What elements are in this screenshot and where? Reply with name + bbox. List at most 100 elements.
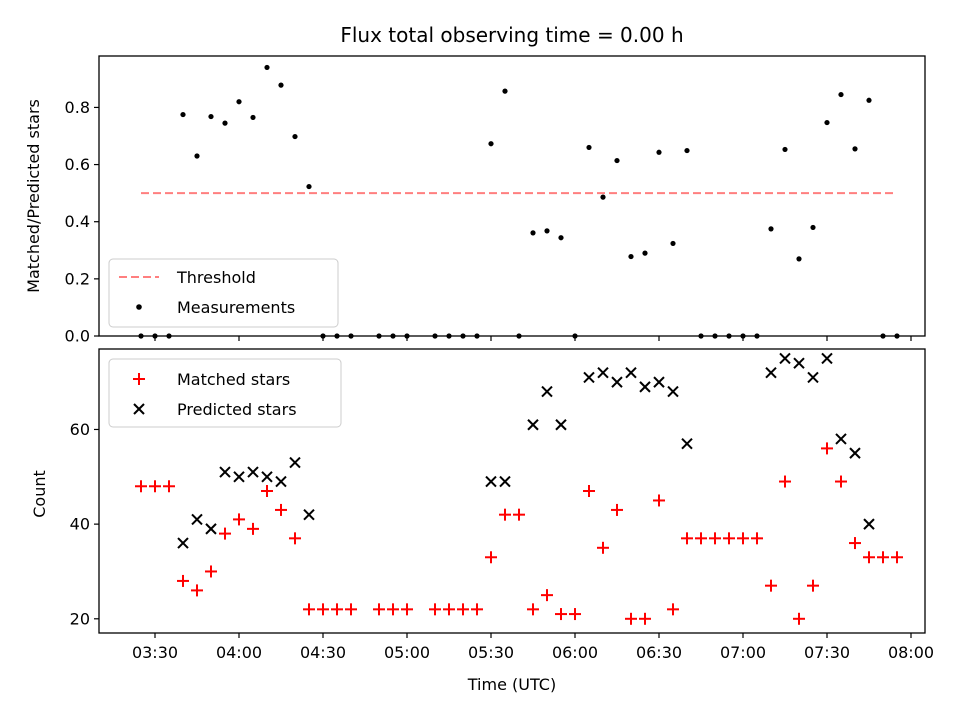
- matched-star-point: [247, 522, 259, 535]
- count-x-tick-label: 07:00: [720, 643, 766, 662]
- predicted-star-point: [779, 352, 791, 365]
- count-y-tick-label: 20: [70, 609, 90, 628]
- matched-star-point: [569, 608, 581, 621]
- count-legend-box: [108, 358, 342, 428]
- measurement-point: [558, 235, 564, 241]
- predicted-star-point: [639, 381, 651, 393]
- matched-star-point: [793, 612, 805, 625]
- measurement-point: [530, 230, 536, 236]
- matched-star-point: [331, 603, 343, 616]
- ratio-legend-box: [108, 258, 339, 328]
- predicted-star-point: [177, 537, 189, 549]
- matched-star-point: [527, 603, 539, 616]
- predicted-star-point: [233, 471, 245, 483]
- measurement-point: [852, 146, 858, 152]
- count-y-tick-label: 40: [70, 515, 90, 534]
- matched-star-point: [457, 603, 469, 616]
- ratio-y-tick-label: 0.4: [65, 212, 90, 231]
- count-y-axis-label: Count: [30, 470, 49, 518]
- measurement-point: [628, 253, 634, 260]
- predicted-legend-swatch: [133, 403, 145, 415]
- predicted-star-point: [527, 419, 539, 431]
- matched-star-point: [401, 603, 413, 616]
- ratio-y-tick-label: 0.8: [65, 98, 90, 117]
- predicted-star-point: [583, 371, 595, 384]
- measurement-point: [180, 111, 186, 118]
- matched-star-point: [163, 480, 175, 493]
- matched-star-point: [877, 551, 889, 564]
- matched-star-point: [751, 532, 763, 545]
- measurement-points: [138, 64, 900, 339]
- matched-star-point: [149, 480, 161, 493]
- measurement-point: [208, 113, 214, 120]
- predicted-star-point: [611, 376, 623, 388]
- predicted-legend-label: Predicted stars: [177, 400, 297, 419]
- matched-star-point: [779, 475, 791, 488]
- matched-star-point: [303, 603, 315, 616]
- predicted-star-point: [835, 433, 847, 445]
- measurement-point: [684, 147, 690, 154]
- ratio-y-tick-label: 0.2: [65, 269, 90, 288]
- matched-star-point: [667, 603, 679, 616]
- measurement-point: [194, 153, 200, 159]
- matched-star-point: [443, 603, 455, 616]
- count-x-tick-label: 07:30: [804, 643, 850, 662]
- matched-star-point: [289, 532, 301, 545]
- predicted-star-point: [247, 466, 259, 478]
- predicted-star-point: [499, 475, 511, 488]
- matched-star-point: [205, 565, 217, 578]
- predicted-star-point: [667, 385, 679, 398]
- measurement-point: [600, 194, 606, 200]
- matched-star-point: [191, 584, 203, 597]
- measurement-point: [236, 99, 242, 105]
- measurement-point: [838, 91, 844, 98]
- predicted-star-point: [275, 475, 287, 488]
- matched-star-point: [373, 603, 385, 616]
- measurement-point: [810, 224, 816, 231]
- measurements-legend-label: Measurements: [177, 298, 295, 317]
- matched-star-point: [821, 442, 833, 455]
- count-legend: Matched stars Predicted stars: [108, 358, 342, 428]
- measurement-point: [782, 146, 788, 153]
- matched-star-point: [429, 603, 441, 616]
- ratio-y-axis-label: Matched/Predicted stars: [24, 99, 43, 293]
- matched-legend-swatch: [133, 373, 145, 385]
- measurement-point: [264, 64, 270, 71]
- count-x-tick-label: 08:00: [888, 643, 934, 662]
- count-panel: 20 40 60 03:30 04:00 04:30 05:00 05:30 06:00 06:…: [30, 348, 934, 694]
- matched-star-point: [541, 589, 553, 602]
- chart-title: Flux total observing time = 0.00 h: [340, 23, 683, 47]
- matched-star-point: [835, 475, 847, 488]
- count-y-axis-ticks: 20 40 60: [70, 420, 99, 628]
- count-x-axis-ticks: 03:30 04:00 04:30 05:00 05:30 06:00 06:30 07:00…: [132, 633, 934, 662]
- predicted-star-point: [793, 357, 805, 369]
- predicted-star-point: [555, 419, 567, 431]
- predicted-star-point: [485, 475, 497, 488]
- matched-star-point: [723, 532, 735, 545]
- count-x-tick-label: 03:30: [132, 643, 178, 662]
- matched-star-point: [499, 508, 511, 521]
- matched-star-point: [695, 532, 707, 545]
- matched-star-point: [177, 574, 189, 587]
- matched-star-point: [709, 532, 721, 545]
- predicted-star-point: [289, 456, 301, 469]
- predicted-star-point: [807, 371, 819, 384]
- ratio-x-axis-ticks: [154, 336, 912, 341]
- matched-star-point: [485, 551, 497, 564]
- predicted-star-point: [303, 508, 315, 521]
- x-axis-label: Time (UTC): [467, 675, 556, 694]
- matched-star-point: [891, 551, 903, 564]
- measurement-point: [768, 226, 774, 232]
- count-y-tick-label: 60: [70, 420, 90, 439]
- matched-star-point: [471, 603, 483, 616]
- matched-star-point: [513, 508, 525, 521]
- predicted-star-point: [653, 376, 665, 388]
- measurements-legend-swatch: [136, 304, 142, 310]
- measurement-point: [250, 114, 256, 121]
- count-x-tick-label: 04:00: [216, 643, 262, 662]
- count-x-tick-label: 04:30: [300, 643, 346, 662]
- matched-star-point: [233, 513, 245, 526]
- matched-legend-label: Matched stars: [177, 370, 290, 389]
- predicted-star-point: [681, 437, 693, 450]
- measurement-point: [222, 120, 228, 126]
